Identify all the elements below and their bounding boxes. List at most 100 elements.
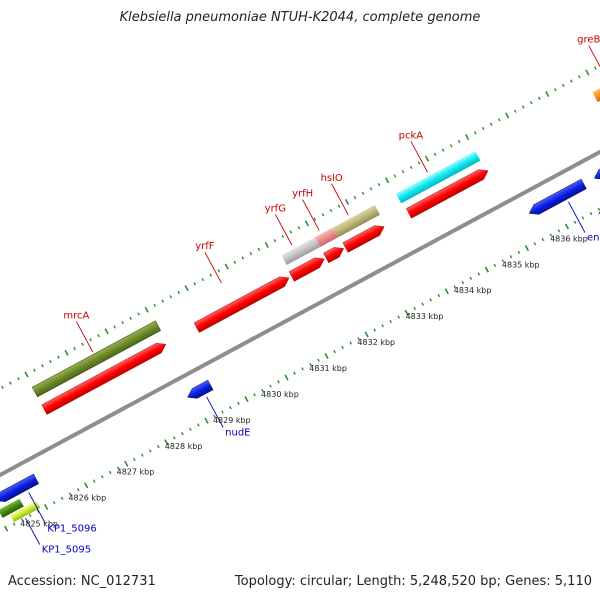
gene-arrow-hslO (342, 225, 385, 253)
bottom-tick (549, 233, 553, 237)
top-tick (289, 230, 293, 234)
top-tick (465, 134, 470, 141)
bottom-tick (477, 272, 481, 276)
bottom-tick (213, 414, 216, 418)
bottom-tick (501, 259, 505, 263)
bottom-tick (3, 525, 9, 532)
gene-label-yrfH[interactable]: yrfH (292, 189, 313, 200)
top-tick (41, 364, 44, 368)
gene-label-envZ[interactable]: envZ (587, 233, 600, 244)
top-tick (224, 263, 229, 270)
leader-pckA (410, 141, 428, 173)
top-tick (449, 144, 453, 148)
gene-arrow-envZ (528, 178, 587, 215)
bottom-tick (92, 479, 96, 483)
bottom-tick (509, 255, 513, 259)
gene-arrow-KP1_5096 (0, 473, 40, 502)
scale-label: 4831 kbp (309, 364, 347, 373)
bottom-tick (421, 302, 425, 306)
bottom-tick (44, 503, 49, 510)
gene-arrow-yrfH (323, 247, 345, 264)
gene-arrow-mrcA (41, 342, 167, 415)
bottom-tick (484, 266, 489, 273)
bottom-tick (301, 367, 304, 371)
bottom-tick (581, 216, 585, 220)
top-tick (297, 226, 301, 230)
bottom-tick (269, 384, 272, 388)
gene-label-KP1_5095[interactable]: KP1_5095 (42, 544, 91, 555)
feature-bar-cyan (395, 150, 481, 204)
top-tick (433, 152, 437, 157)
bottom-tick-rail (3, 207, 600, 532)
gene-label-yrfG[interactable]: yrfG (265, 203, 286, 214)
top-tick (24, 371, 29, 378)
leader-envZ (568, 201, 586, 233)
gene-label-nudE[interactable]: nudE (225, 428, 250, 439)
top-tick (361, 191, 365, 195)
top-tick (489, 122, 493, 126)
leader-KP1_5096 (28, 492, 46, 524)
top-tick (273, 239, 277, 243)
top-tick (457, 139, 461, 144)
bottom-tick (493, 263, 497, 267)
top-tick (529, 100, 533, 105)
gene-label-pckA[interactable]: pckA (399, 130, 424, 141)
top-tick (417, 161, 421, 165)
bottom-tick (124, 460, 129, 467)
scale-label: 4830 kbp (261, 390, 299, 399)
bottom-tick (157, 444, 160, 449)
bottom-tick (564, 223, 570, 230)
leader-yrfF (204, 252, 222, 284)
bottom-tick (429, 298, 433, 302)
bottom-tick (108, 470, 112, 475)
top-tick (344, 198, 350, 205)
top-tick (177, 290, 181, 295)
bottom-tick (140, 453, 144, 457)
top-tick (409, 165, 413, 169)
genome-backbone (0, 141, 600, 487)
top-tick (104, 328, 109, 335)
bottom-tick (541, 237, 545, 242)
top-tick (594, 66, 597, 70)
bottom-tick (76, 488, 80, 492)
feature-bar-pink (314, 227, 338, 247)
leader-KP1_5095 (25, 517, 41, 545)
bottom-tick (324, 352, 329, 359)
top-tick (561, 83, 565, 88)
genome-stats: Topology: circular; Length: 5,248,520 bp… (234, 574, 592, 589)
bottom-tick (397, 315, 401, 319)
gene-arrow-nudE (187, 379, 214, 399)
bottom-tick (164, 439, 169, 446)
top-tick (233, 260, 237, 264)
gene-label-KP1_5096[interactable]: KP1_5096 (47, 523, 96, 534)
bottom-tick (28, 513, 32, 518)
gene-label-yrfF[interactable]: yrfF (195, 241, 215, 252)
bottom-tick (52, 500, 56, 505)
top-tick (73, 346, 76, 351)
top-tick (377, 182, 381, 187)
gene-label-greB[interactable]: greB (577, 35, 600, 46)
top-tick (97, 333, 100, 338)
scale-label: 4828 kbp (165, 442, 203, 451)
scale-label: 4836 kbp (550, 234, 588, 243)
top-tick (264, 241, 269, 249)
scale-label: 4832 kbp (357, 338, 395, 347)
top-tick (513, 109, 517, 113)
leader-hslO (331, 183, 349, 216)
gene-label-hslO[interactable]: hslO (321, 173, 343, 184)
bottom-tick (573, 220, 577, 224)
top-tick (401, 170, 405, 174)
bottom-tick (404, 309, 409, 316)
top-tick-rail (1, 66, 597, 390)
bottom-tick (469, 276, 473, 280)
bottom-tick (100, 475, 104, 479)
bottom-tick (364, 331, 369, 338)
top-tick (578, 75, 581, 79)
top-tick (353, 195, 357, 200)
scale-label: 4826 kbp (68, 494, 106, 503)
scale-labels: 4825 kbp 4826 kbp 4827 kbp 4828 kbp 4829 kbp… (20, 208, 600, 528)
gene-label-mrcA[interactable]: mrcA (63, 310, 89, 321)
bottom-tick (244, 396, 249, 403)
bottom-tick (181, 431, 184, 436)
